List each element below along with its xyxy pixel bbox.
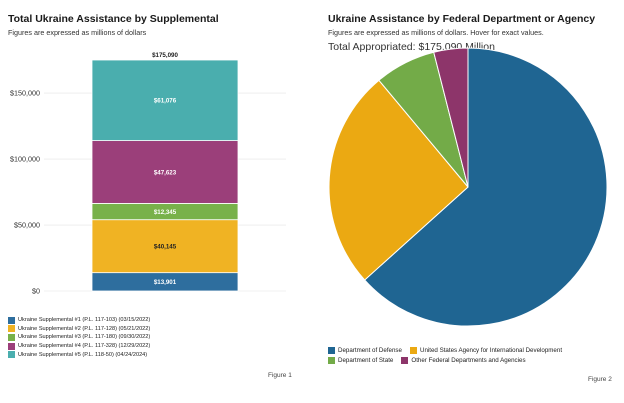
legend-label: Ukraine Supplemental #2 (P.L. 117-128) (… xyxy=(18,325,151,332)
legend-swatch xyxy=(328,357,335,364)
figure-1-legend: Ukraine Supplemental #1 (P.L. 117-103) (… xyxy=(8,316,150,359)
bar-data-label: $47,623 xyxy=(154,169,177,176)
bar-data-label: $40,145 xyxy=(154,243,177,250)
legend-label: Ukraine Supplemental #4 (P.L. 117-328) (… xyxy=(18,343,151,350)
y-tick-label: $0 xyxy=(32,287,40,296)
bar-data-label: $12,345 xyxy=(154,209,177,216)
legend-swatch xyxy=(8,342,15,350)
figure-2-title: Ukraine Assistance by Federal Department… xyxy=(328,13,596,25)
legend-swatch xyxy=(409,347,417,354)
legend-item[interactable]: Department of Defense xyxy=(328,347,402,354)
legend-item[interactable]: Ukraine Supplemental #4 (P.L. 117-328) (… xyxy=(8,342,150,351)
figure-2-subtitle: Figures are expressed as millions of dol… xyxy=(328,28,544,37)
pie-slice[interactable] xyxy=(433,47,469,188)
pie-chart[interactable] xyxy=(312,40,624,340)
legend-label: Ukraine Supplemental #1 (P.L. 117-103) (… xyxy=(18,317,151,324)
y-tick-label: $100,000 xyxy=(10,155,40,164)
legend-label: Ukraine Supplemental #3 (P.L. 117-180) (… xyxy=(18,334,151,341)
legend-item[interactable]: Ukraine Supplemental #3 (P.L. 117-180) (… xyxy=(8,333,150,342)
legend-swatch xyxy=(8,325,15,333)
bar-segment[interactable] xyxy=(91,140,239,204)
legend-label: Ukraine Supplemental #5 (P.L. 118-50) (0… xyxy=(18,351,148,358)
legend-item[interactable]: Other Federal Departments and Agencies xyxy=(401,357,526,364)
legend-item[interactable]: Ukraine Supplemental #5 (P.L. 118-50) (0… xyxy=(8,350,150,359)
legend-item[interactable]: Department of State xyxy=(328,357,393,364)
figure-1-label: Figure 1 xyxy=(268,372,292,379)
legend-swatch xyxy=(8,333,15,341)
pie-slice[interactable] xyxy=(328,79,469,281)
bar-segment[interactable] xyxy=(91,219,239,274)
figure-1-title: Total Ukraine Assistance by Supplemental xyxy=(8,13,219,25)
figure-1-subtitle: Figures are expressed as millions of dol… xyxy=(8,28,147,37)
bar-total-label: $175,090 xyxy=(152,52,178,59)
legend-swatch xyxy=(328,347,335,354)
legend-item[interactable]: United States Agency for International D… xyxy=(409,347,563,354)
y-tick-label: $50,000 xyxy=(14,221,40,230)
bar-data-label: $13,901 xyxy=(154,279,177,286)
bar-data-label: $61,076 xyxy=(154,98,177,105)
legend-label: Department of State xyxy=(338,357,394,364)
figure-2-legend: Department of Defense United States Agenc… xyxy=(328,347,618,364)
legend-item[interactable]: Ukraine Supplemental #1 (P.L. 117-103) (… xyxy=(8,316,150,325)
figure-2-label: Figure 2 xyxy=(588,376,612,383)
bar-segment[interactable] xyxy=(91,59,239,141)
stacked-bar-chart: $0 $50,000 $100,000 $150,000 $13,901 $40,145… xyxy=(10,52,286,296)
legend-label: United States Agency for International D… xyxy=(419,347,563,354)
legend-swatch xyxy=(8,351,15,359)
legend-swatch xyxy=(401,357,409,364)
figure-2-panel: Ukraine Assistance by Federal Department… xyxy=(312,0,624,403)
legend-label: Department of Defense xyxy=(338,347,402,354)
legend-label: Other Federal Departments and Agencies xyxy=(411,357,526,364)
legend-item[interactable]: Ukraine Supplemental #2 (P.L. 117-128) (… xyxy=(8,325,150,334)
figure-1-panel: Total Ukraine Assistance by Supplemental… xyxy=(0,0,310,403)
pie-slice[interactable] xyxy=(363,47,608,327)
legend-swatch xyxy=(8,316,15,324)
y-tick-label: $150,000 xyxy=(10,89,40,98)
